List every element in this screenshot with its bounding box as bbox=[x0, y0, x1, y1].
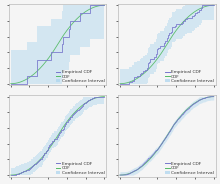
Legend: Empirical CDF, CDF, Confidence Interval: Empirical CDF, CDF, Confidence Interval bbox=[55, 70, 105, 84]
Legend: Empirical CDF, CDF, Confidence Interval: Empirical CDF, CDF, Confidence Interval bbox=[55, 161, 105, 175]
Legend: Empirical CDF, CDF, Confidence Interval: Empirical CDF, CDF, Confidence Interval bbox=[165, 70, 214, 84]
Legend: Empirical CDF, CDF, Confidence Interval: Empirical CDF, CDF, Confidence Interval bbox=[165, 161, 214, 175]
